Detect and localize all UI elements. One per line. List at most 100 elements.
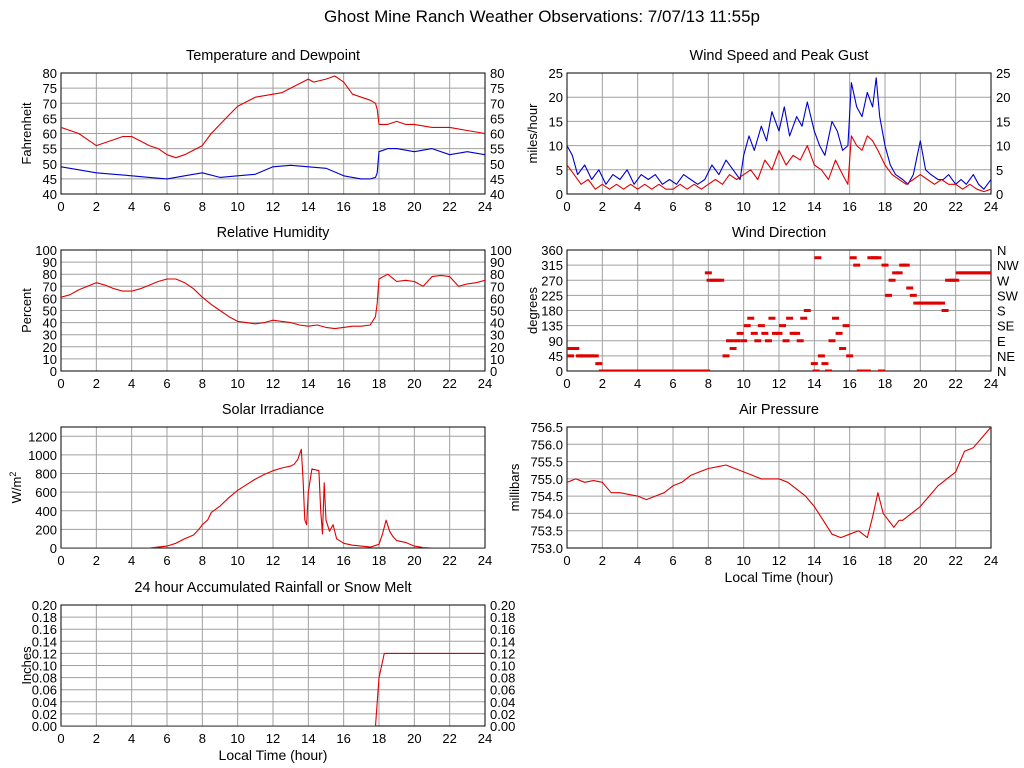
y-tick-label-right: 0.08 — [490, 671, 515, 686]
x-tick-label: 4 — [634, 553, 641, 568]
y-tick-label: 55 — [43, 142, 57, 157]
x-tick-label: 12 — [772, 553, 786, 568]
y-tick-label: 0 — [556, 364, 563, 379]
x-tick-label: 6 — [669, 376, 676, 391]
y-tick-label: 30 — [43, 328, 57, 343]
y-tick-label-right: 0 — [996, 187, 1003, 202]
data-point — [810, 362, 818, 366]
data-point — [812, 369, 820, 371]
data-point — [814, 256, 822, 260]
chart-title: Relative Humidity — [217, 225, 331, 241]
data-point — [976, 271, 984, 275]
data-point — [930, 301, 938, 305]
data-point — [909, 293, 917, 297]
x-tick-label: 8 — [199, 376, 206, 391]
x-tick-label: 4 — [128, 199, 135, 214]
data-point — [771, 331, 779, 335]
x-tick-label: 24 — [478, 731, 492, 746]
x-tick-label: 8 — [199, 731, 206, 746]
data-point — [895, 271, 903, 275]
y-tick-label-right: 20 — [996, 90, 1010, 105]
y-tick-label-right: 60 — [490, 291, 504, 306]
x-tick-label: 6 — [163, 376, 170, 391]
y-tick-label: 65 — [43, 111, 57, 126]
data-point — [726, 339, 734, 343]
x-tick-label: 8 — [705, 376, 712, 391]
data-point — [595, 362, 603, 366]
x-tick-label: 24 — [984, 199, 998, 214]
data-point — [941, 309, 949, 312]
data-point — [733, 339, 741, 343]
y-tick-label-right: 50 — [490, 157, 504, 172]
x-tick-label: 16 — [842, 376, 856, 391]
data-point — [906, 286, 914, 290]
data-point — [835, 331, 843, 335]
data-point — [768, 316, 776, 320]
y-tick-label-right: 60 — [490, 127, 504, 142]
x-tick-label: 12 — [266, 731, 280, 746]
plot-area — [567, 427, 991, 539]
y-tick-label-right: 75 — [490, 81, 504, 96]
x-tick-label: 8 — [199, 199, 206, 214]
compass-label: W — [997, 273, 1010, 288]
data-point — [743, 324, 751, 328]
x-tick-label: 16 — [842, 199, 856, 214]
x-tick-label: 14 — [807, 553, 821, 568]
data-point — [856, 369, 864, 371]
plot-area — [567, 256, 991, 371]
data-point — [955, 271, 963, 275]
y-tick-label: 100 — [35, 243, 57, 258]
data-point — [754, 339, 762, 343]
data-point — [750, 331, 758, 335]
x-tick-label: 22 — [442, 199, 456, 214]
data-point — [863, 369, 871, 371]
data-point — [867, 256, 875, 260]
y-tick-label: 0.02 — [32, 707, 57, 722]
x-tick-label: 20 — [913, 553, 927, 568]
y-axis-label: Inches — [19, 646, 34, 685]
x-tick-label: 14 — [807, 199, 821, 214]
y-tick-label-right: 0.14 — [490, 634, 515, 649]
data-point — [567, 346, 573, 350]
plot-frame — [60, 249, 486, 372]
x-tick-label: 10 — [736, 376, 750, 391]
series-line-0 — [61, 273, 485, 330]
y-tick-label: 5 — [556, 163, 563, 178]
data-point — [916, 301, 924, 305]
data-point — [920, 301, 928, 305]
x-tick-label: 16 — [336, 731, 350, 746]
data-point — [761, 331, 769, 335]
y-tick-label: 80 — [43, 66, 57, 81]
x-tick-label: 20 — [407, 731, 421, 746]
y-tick-label-right: 90 — [490, 255, 504, 270]
y-tick-label-right: 0 — [490, 364, 497, 379]
x-tick-label: 24 — [478, 376, 492, 391]
x-tick-label: 0 — [57, 199, 64, 214]
data-point — [849, 256, 857, 260]
y-tick-label: 360 — [541, 243, 563, 258]
data-point — [729, 346, 737, 350]
y-tick-label: 1200 — [28, 429, 57, 444]
y-tick-label: 0.18 — [32, 610, 57, 625]
data-point — [717, 278, 725, 282]
y-tick-label: 40 — [43, 316, 57, 331]
x-tick-label: 16 — [336, 199, 350, 214]
x-tick-label: 0 — [57, 376, 64, 391]
data-point — [973, 271, 981, 275]
y-tick-label-right: 20 — [490, 340, 504, 355]
x-tick-label: 2 — [599, 553, 606, 568]
y-tick-label-right: 0.00 — [490, 719, 515, 734]
page-title: Ghost Mine Ranch Weather Observations: 7… — [324, 7, 760, 26]
data-point — [870, 256, 878, 260]
data-point — [704, 271, 712, 275]
x-tick-label: 22 — [442, 553, 456, 568]
data-point — [796, 339, 804, 343]
y-tick-label: 315 — [541, 258, 563, 273]
data-point — [706, 278, 714, 282]
data-point — [786, 316, 794, 320]
x-tick-label: 20 — [407, 376, 421, 391]
x-tick-label: 0 — [563, 199, 570, 214]
x-tick-label: 2 — [599, 376, 606, 391]
data-point — [885, 293, 893, 297]
